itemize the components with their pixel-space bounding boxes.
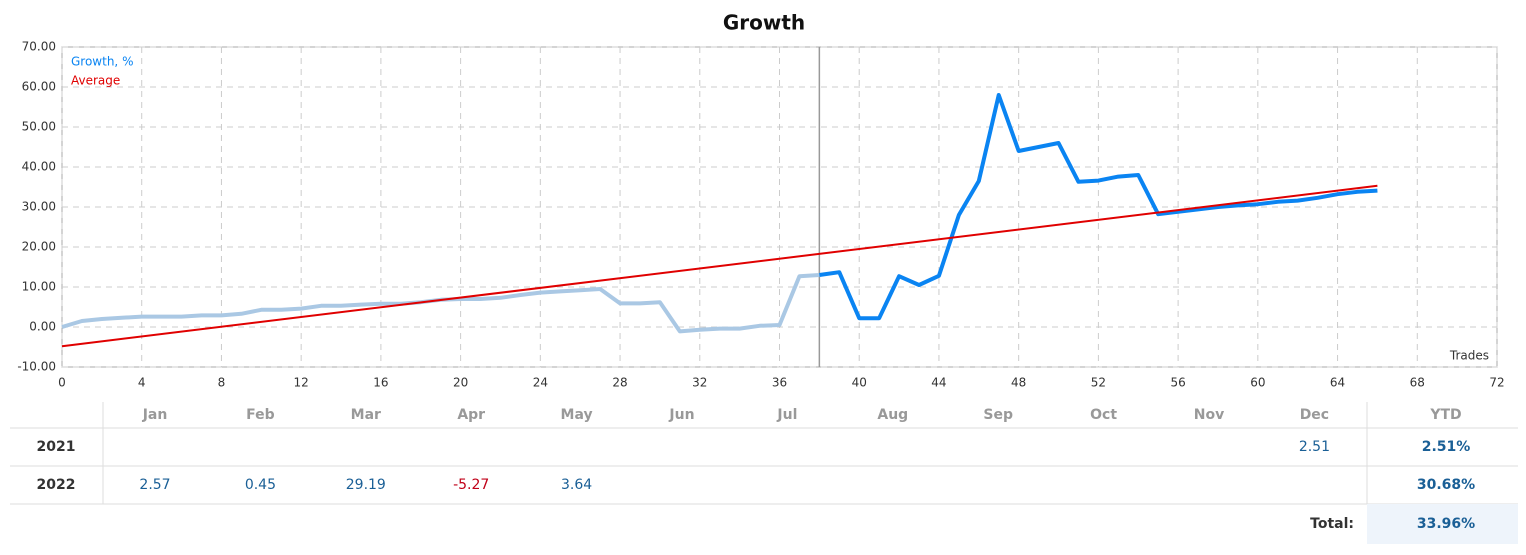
x-tick-label: 40 <box>852 376 867 390</box>
y-tick-label: -10.00 <box>17 360 56 374</box>
total-value: 33.96% <box>1417 516 1475 532</box>
month-value: 3.64 <box>561 477 592 493</box>
column-header: YTD <box>1429 407 1461 423</box>
line-series <box>61 273 820 334</box>
column-header: Sep <box>983 407 1013 423</box>
row-year: 2021 <box>37 439 76 455</box>
total-cell <box>1367 504 1518 544</box>
column-header: Nov <box>1194 407 1224 423</box>
x-tick-label: 68 <box>1410 376 1425 390</box>
x-tick-label: 32 <box>692 376 707 390</box>
x-tick-label: 12 <box>294 376 309 390</box>
y-tick-label: 40.00 <box>22 160 56 174</box>
x-tick-label: 72 <box>1489 376 1504 390</box>
x-tick-label: 60 <box>1250 376 1265 390</box>
x-axis-label: Trades <box>1449 349 1489 363</box>
x-tick-label: 4 <box>138 376 146 390</box>
x-tick-label: 48 <box>1011 376 1026 390</box>
x-tick-label: 44 <box>931 376 946 390</box>
ytd-value: 30.68% <box>1417 477 1475 493</box>
legend-entry: Average <box>71 74 120 88</box>
y-tick-label: 0.00 <box>29 320 56 334</box>
column-header: Jul <box>776 407 797 423</box>
row-year: 2022 <box>37 477 76 493</box>
y-tick-label: 10.00 <box>22 280 56 294</box>
x-tick-label: 20 <box>453 376 468 390</box>
line-series <box>61 184 1378 348</box>
x-tick-label: 52 <box>1091 376 1106 390</box>
column-header: Oct <box>1090 407 1117 423</box>
month-value: -5.27 <box>453 477 489 493</box>
total-label: Total: <box>1310 516 1354 532</box>
column-header: May <box>561 407 593 423</box>
month-value: 0.45 <box>245 477 276 493</box>
column-header: Apr <box>457 407 485 423</box>
x-tick-label: 64 <box>1330 376 1345 390</box>
x-tick-label: 8 <box>218 376 226 390</box>
column-header: Feb <box>246 407 275 423</box>
month-value: 29.19 <box>346 477 386 493</box>
column-header: Mar <box>351 407 381 423</box>
y-tick-label: 30.00 <box>22 200 56 214</box>
y-tick-label: 50.00 <box>22 120 56 134</box>
column-header: Dec <box>1300 407 1329 423</box>
y-tick-label: 20.00 <box>22 240 56 254</box>
column-header: Jun <box>668 407 694 423</box>
x-tick-label: 36 <box>772 376 787 390</box>
x-tick-label: 0 <box>58 376 66 390</box>
x-tick-label: 28 <box>612 376 627 390</box>
line-series <box>819 93 1378 321</box>
column-header: Jan <box>142 407 168 423</box>
x-tick-label: 56 <box>1170 376 1185 390</box>
ytd-value: 2.51% <box>1422 439 1471 455</box>
y-tick-label: 60.00 <box>22 80 56 94</box>
y-tick-label: 70.00 <box>22 40 56 54</box>
legend-entry: Growth, % <box>71 55 133 69</box>
x-tick-label: 24 <box>533 376 548 390</box>
x-tick-label: 16 <box>373 376 388 390</box>
chart-title: Growth <box>723 11 805 35</box>
month-value: 2.57 <box>139 477 170 493</box>
column-header: Aug <box>877 407 908 423</box>
month-value: 2.51 <box>1299 439 1330 455</box>
